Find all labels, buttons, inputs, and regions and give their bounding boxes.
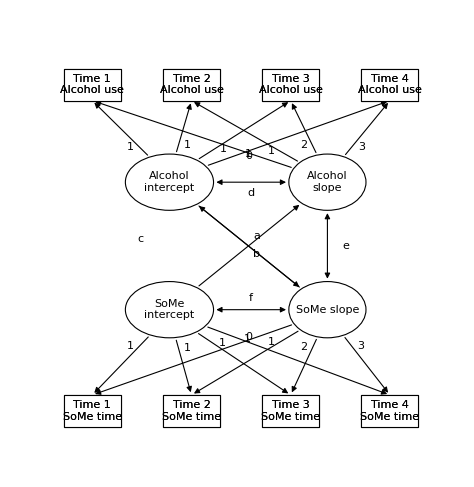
Text: 1: 1: [219, 145, 227, 154]
Text: e: e: [342, 241, 349, 251]
Text: SoMe slope: SoMe slope: [296, 305, 359, 315]
Text: Time 4
Alcohol use: Time 4 Alcohol use: [358, 74, 422, 95]
FancyBboxPatch shape: [163, 69, 220, 101]
Text: Time 1
Alcohol use: Time 1 Alcohol use: [60, 74, 124, 95]
Text: 1: 1: [268, 146, 275, 156]
Text: 2: 2: [300, 342, 307, 352]
Text: Time 3
SoMe time: Time 3 SoMe time: [261, 400, 320, 422]
Text: f: f: [249, 294, 253, 303]
Text: Time 1
Alcohol use: Time 1 Alcohol use: [60, 74, 124, 95]
FancyBboxPatch shape: [64, 395, 121, 427]
Text: 1: 1: [184, 140, 191, 150]
FancyBboxPatch shape: [163, 69, 220, 101]
Text: 1: 1: [127, 142, 134, 152]
Text: Time 1
SoMe time: Time 1 SoMe time: [63, 400, 122, 422]
Text: Time 2
Alcohol use: Time 2 Alcohol use: [160, 74, 223, 95]
Text: d: d: [247, 188, 255, 198]
Text: Time 3
Alcohol use: Time 3 Alcohol use: [259, 74, 323, 95]
Text: 2: 2: [300, 140, 307, 150]
Text: 0: 0: [245, 151, 252, 161]
Text: 0: 0: [245, 332, 252, 342]
Text: 1: 1: [245, 150, 252, 159]
Ellipse shape: [289, 281, 366, 338]
FancyBboxPatch shape: [361, 69, 419, 101]
Text: c: c: [137, 234, 143, 244]
Text: 1: 1: [127, 341, 134, 351]
Ellipse shape: [125, 281, 213, 338]
Text: Alcohol
intercept: Alcohol intercept: [144, 171, 195, 193]
Text: 1: 1: [184, 343, 191, 353]
FancyBboxPatch shape: [262, 395, 319, 427]
Text: Time 2
SoMe time: Time 2 SoMe time: [162, 400, 221, 422]
Text: 1: 1: [268, 337, 275, 347]
Text: 3: 3: [357, 341, 365, 351]
Text: Time 4
SoMe time: Time 4 SoMe time: [360, 400, 419, 422]
Text: Time 4
Alcohol use: Time 4 Alcohol use: [358, 74, 422, 95]
FancyBboxPatch shape: [262, 69, 319, 101]
FancyBboxPatch shape: [64, 69, 121, 101]
Text: 1: 1: [244, 334, 251, 343]
Text: Time 3
SoMe time: Time 3 SoMe time: [261, 400, 320, 422]
FancyBboxPatch shape: [64, 395, 121, 427]
Text: Alcohol
slope: Alcohol slope: [307, 171, 348, 193]
Text: Time 3
Alcohol use: Time 3 Alcohol use: [259, 74, 323, 95]
FancyBboxPatch shape: [262, 395, 319, 427]
Text: 1: 1: [219, 338, 226, 348]
FancyBboxPatch shape: [64, 69, 121, 101]
Ellipse shape: [125, 154, 213, 210]
Text: Time 1
SoMe time: Time 1 SoMe time: [63, 400, 122, 422]
Text: Time 2
SoMe time: Time 2 SoMe time: [162, 400, 221, 422]
Text: a: a: [253, 231, 260, 241]
Text: SoMe
intercept: SoMe intercept: [144, 299, 195, 320]
Text: Time 4
SoMe time: Time 4 SoMe time: [360, 400, 419, 422]
FancyBboxPatch shape: [262, 69, 319, 101]
FancyBboxPatch shape: [361, 69, 419, 101]
FancyBboxPatch shape: [163, 395, 220, 427]
Text: 3: 3: [358, 142, 365, 151]
FancyBboxPatch shape: [361, 395, 419, 427]
Text: Time 2
Alcohol use: Time 2 Alcohol use: [160, 74, 223, 95]
Ellipse shape: [289, 154, 366, 210]
Text: b: b: [253, 249, 260, 259]
FancyBboxPatch shape: [163, 395, 220, 427]
FancyBboxPatch shape: [361, 395, 419, 427]
